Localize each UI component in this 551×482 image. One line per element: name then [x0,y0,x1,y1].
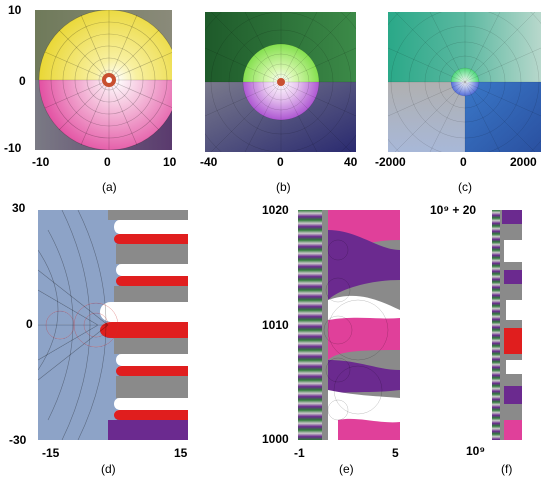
panel-b-xtick: 0 [277,155,284,169]
panel-c-caption: (c) [458,180,472,194]
panel-e-xtick: 5 [392,446,399,460]
panel-e-ytick: 1020 [262,203,289,217]
panel-c-xtick: 2000 [510,155,537,169]
panel-f-caption: (f) [501,462,513,476]
panel-e-ytick: 1010 [262,318,289,332]
panel-a-plot [35,10,172,150]
panel-d-ytick: 0 [26,317,33,331]
panel-d-xtick: -15 [42,446,60,460]
panel-a-xtick: 0 [104,155,111,169]
panel-e-plot [298,210,400,440]
panel-e-xtick: -1 [294,446,305,460]
panel-d-xtick: 15 [174,446,188,460]
panel-e-caption: (e) [339,462,354,476]
panel-a-ytick: 10 [8,3,22,17]
panel-c-plot [388,12,541,152]
panel-a-xtick: 10 [163,155,177,169]
panel-d-ytick: -30 [9,433,27,447]
panel-b-caption: (b) [276,180,291,194]
panel-a-xtick: -10 [32,155,50,169]
panel-a-ytick: -10 [4,141,22,155]
panel-a-caption: (a) [102,180,117,194]
panel-c-xtick: 0 [460,155,467,169]
panel-d-ytick: 30 [12,201,26,215]
panel-a-ytick: 0 [19,74,26,88]
panel-f-ytick: 10⁹ + 20 [430,203,477,217]
panel-f-plot [492,210,522,440]
panel-c-xtick: -2000 [375,155,406,169]
panel-b-xtick: -40 [200,155,218,169]
panel-f-ytick: 10⁹ [466,444,486,458]
panel-d-plot [38,210,188,440]
panel-b-plot [205,12,356,152]
panel-d-caption: (d) [101,462,116,476]
panel-b-xtick: 40 [344,155,358,169]
panel-e-ytick: 1000 [262,432,289,446]
